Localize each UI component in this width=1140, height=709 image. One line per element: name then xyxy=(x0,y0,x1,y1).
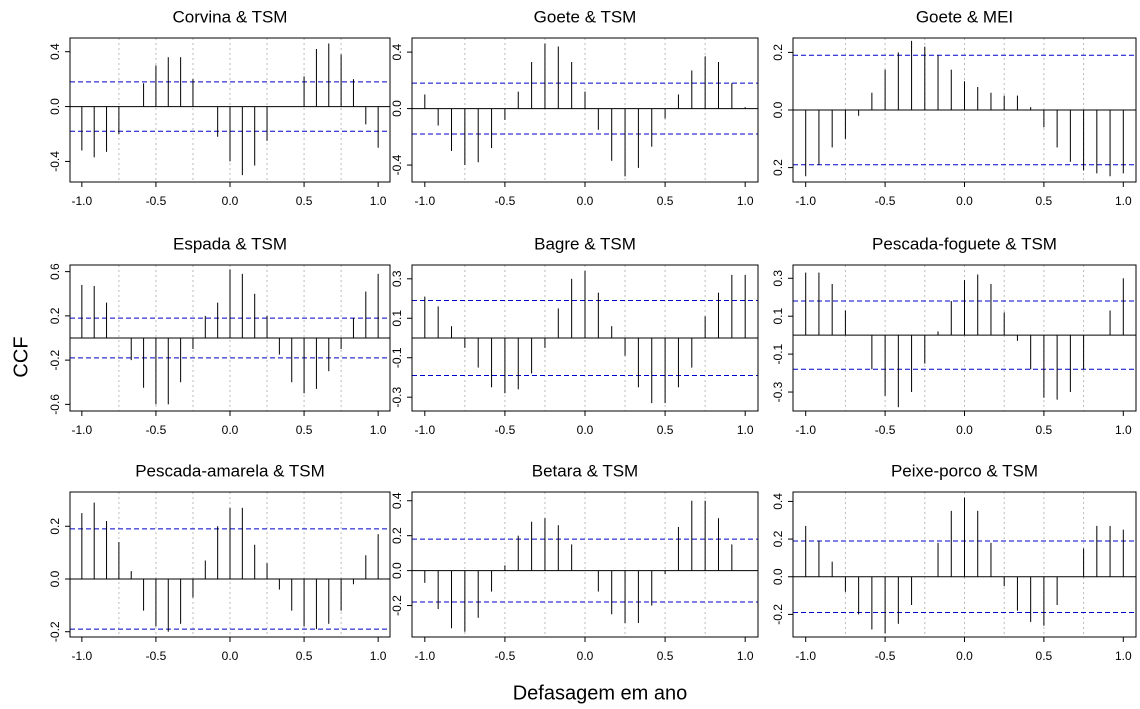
x-axis-label: Defasagem em ano xyxy=(513,682,688,704)
x-tick-label: -1.0 xyxy=(795,649,816,663)
x-tick-label: -1.0 xyxy=(72,649,93,663)
x-tick-label: 0.5 xyxy=(1036,194,1053,208)
y-tick-label: 0.0 xyxy=(771,568,785,585)
x-tick-label: 0.0 xyxy=(222,423,239,437)
x-tick-label: -1.0 xyxy=(414,649,435,663)
y-tick-label: 0.2 xyxy=(390,527,404,544)
y-tick-label: -0.2 xyxy=(48,621,62,642)
x-tick-label: -0.5 xyxy=(146,194,167,208)
x-tick-label: 0.0 xyxy=(577,423,594,437)
y-tick-label: 0.2 xyxy=(771,44,785,61)
y-tick-label: 0.3 xyxy=(771,270,785,287)
x-tick-label: 0.5 xyxy=(296,423,313,437)
y-tick-label: -0.3 xyxy=(390,387,404,408)
y-tick-label: 0.0 xyxy=(771,101,785,118)
x-tick-label: -0.5 xyxy=(146,423,167,437)
y-tick-label: -0.3 xyxy=(771,381,785,402)
x-tick-label: 0.5 xyxy=(296,194,313,208)
x-tick-label: -0.5 xyxy=(495,649,516,663)
chart-title: Bagre & TSM xyxy=(534,234,636,253)
y-tick-label: -0.1 xyxy=(390,347,404,368)
x-tick-label: -0.5 xyxy=(146,649,167,663)
x-tick-label: 0.5 xyxy=(1036,423,1053,437)
x-tick-label: -0.5 xyxy=(875,194,896,208)
x-tick-label: 1.0 xyxy=(370,194,387,208)
y-tick-label: 0.4 xyxy=(771,493,785,510)
x-tick-label: 0.5 xyxy=(657,649,674,663)
y-tick-label: 0.0 xyxy=(48,570,62,587)
y-tick-label: 0.3 xyxy=(390,270,404,287)
y-tick-label: 0.4 xyxy=(390,43,404,60)
x-tick-label: -1.0 xyxy=(72,194,93,208)
y-axis-label: CCF xyxy=(10,336,32,377)
y-tick-label: 0.0 xyxy=(390,562,404,579)
x-tick-label: -1.0 xyxy=(795,194,816,208)
y-tick-label: 0.2 xyxy=(771,159,785,176)
x-tick-label: 0.5 xyxy=(657,423,674,437)
chart-title: Corvina & TSM xyxy=(173,7,288,26)
x-tick-label: -0.5 xyxy=(875,649,896,663)
x-tick-label: 1.0 xyxy=(1115,423,1132,437)
y-tick-label: 0.2 xyxy=(771,530,785,547)
x-tick-label: -1.0 xyxy=(414,194,435,208)
x-tick-label: 0.0 xyxy=(222,194,239,208)
x-tick-label: 1.0 xyxy=(1115,649,1132,663)
x-tick-label: 1.0 xyxy=(737,423,754,437)
x-tick-label: 0.0 xyxy=(577,649,594,663)
y-tick-label: 0.6 xyxy=(48,263,62,280)
x-tick-label: 0.0 xyxy=(956,649,973,663)
x-tick-label: 0.5 xyxy=(657,194,674,208)
y-tick-label: -0.1 xyxy=(771,343,785,364)
y-tick-label: 0.1 xyxy=(771,308,785,325)
y-tick-label: 0.0 xyxy=(48,98,62,115)
y-tick-label: -0.2 xyxy=(390,595,404,616)
x-tick-label: -1.0 xyxy=(72,423,93,437)
x-tick-label: 0.0 xyxy=(577,194,594,208)
x-tick-label: 1.0 xyxy=(737,649,754,663)
chart-title: Pescada-amarela & TSM xyxy=(135,461,325,480)
x-tick-label: 0.5 xyxy=(296,649,313,663)
y-tick-label: 0.0 xyxy=(390,100,404,117)
x-tick-label: -0.5 xyxy=(495,423,516,437)
y-tick-label: 0.4 xyxy=(48,43,62,60)
chart-title: Pescada-foguete & TSM xyxy=(872,234,1057,253)
y-tick-label: -0.4 xyxy=(48,151,62,172)
chart-title: Betara & TSM xyxy=(532,461,638,480)
x-tick-label: 1.0 xyxy=(737,194,754,208)
x-tick-label: 1.0 xyxy=(370,423,387,437)
chart-title: Peixe-porco & TSM xyxy=(891,461,1038,480)
y-tick-label: 0.2 xyxy=(48,307,62,324)
y-tick-label: 0.1 xyxy=(390,310,404,327)
x-tick-label: -1.0 xyxy=(795,423,816,437)
x-tick-label: -0.5 xyxy=(875,423,896,437)
x-tick-label: 0.5 xyxy=(1036,649,1053,663)
x-tick-label: 1.0 xyxy=(1115,194,1132,208)
x-tick-label: 1.0 xyxy=(370,649,387,663)
y-tick-label: -0.2 xyxy=(48,349,62,370)
x-tick-label: -1.0 xyxy=(414,423,435,437)
chart-title: Goete & TSM xyxy=(534,7,637,26)
y-tick-label: -0.2 xyxy=(771,604,785,625)
y-tick-label: -0.6 xyxy=(48,394,62,415)
x-tick-label: 0.0 xyxy=(222,649,239,663)
x-tick-label: 0.0 xyxy=(956,423,973,437)
chart-title: Goete & MEI xyxy=(916,7,1013,26)
y-tick-label: 0.2 xyxy=(48,518,62,535)
x-tick-label: -0.5 xyxy=(495,194,516,208)
y-tick-label: 0.4 xyxy=(390,492,404,509)
y-tick-label: -0.4 xyxy=(390,154,404,175)
chart-title: Espada & TSM xyxy=(173,234,287,253)
x-tick-label: 0.0 xyxy=(956,194,973,208)
